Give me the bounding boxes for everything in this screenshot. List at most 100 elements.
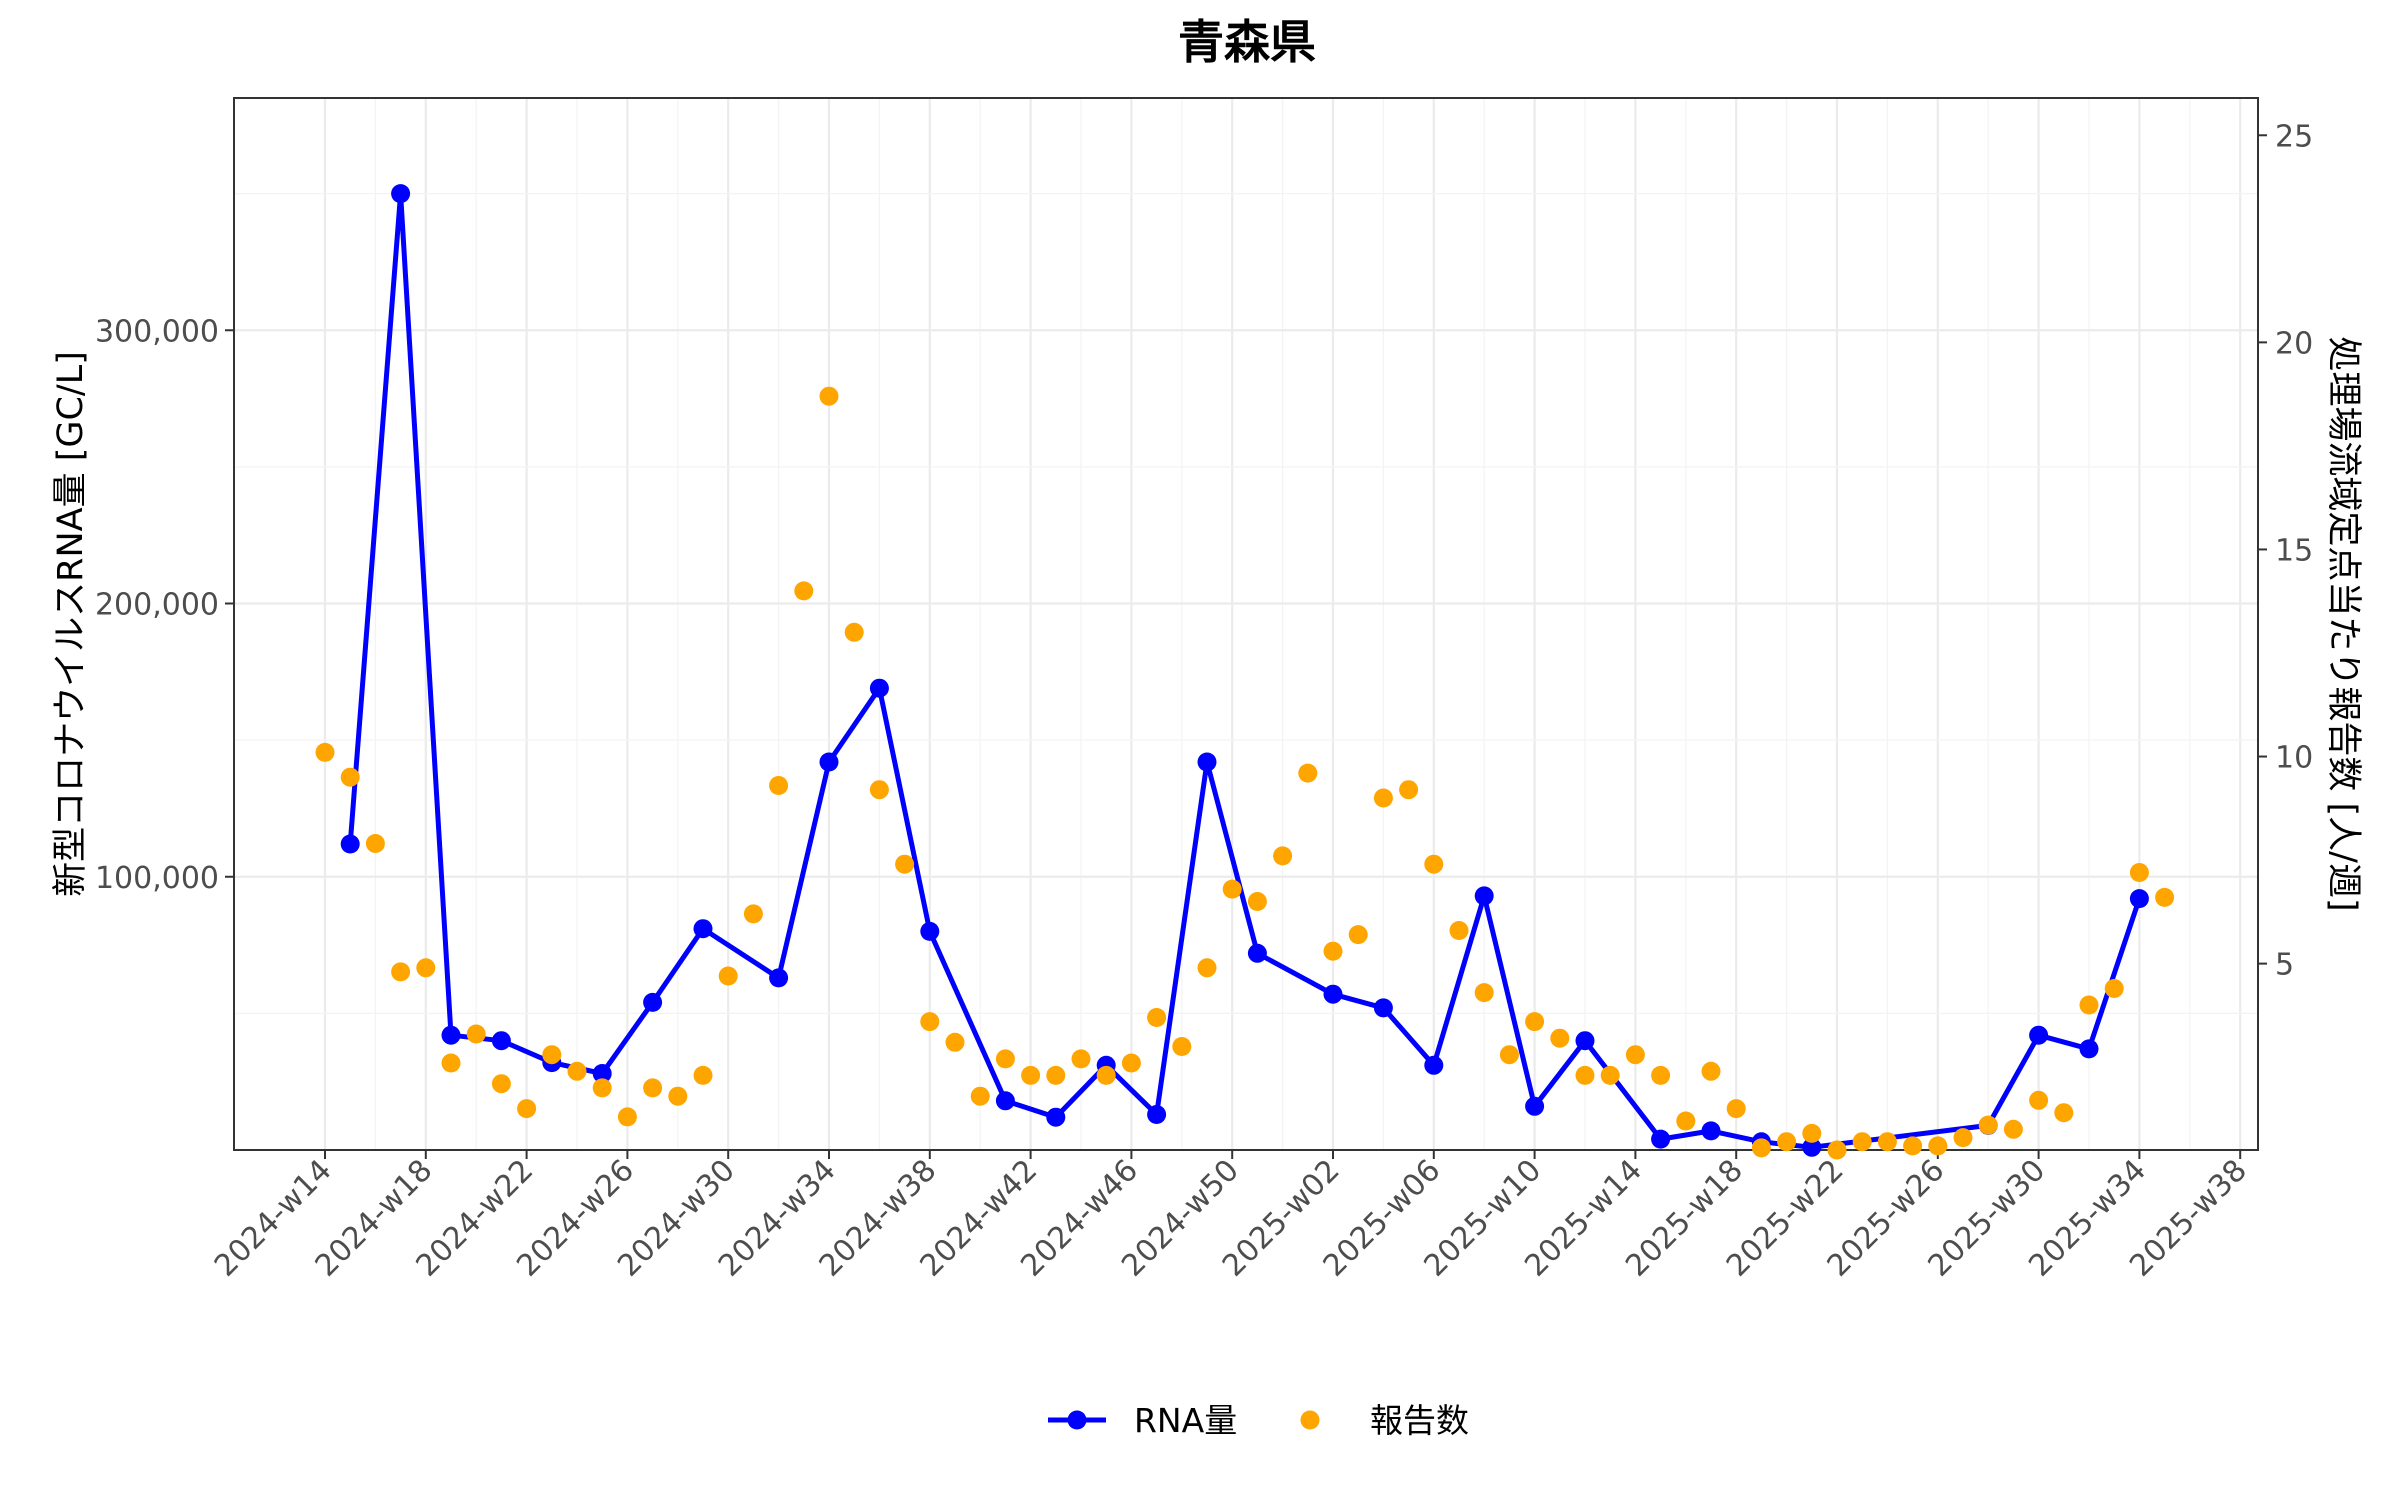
data-point [1575, 1031, 1595, 1051]
series [315, 184, 2175, 1160]
data-point [1449, 921, 1469, 940]
data-point [1751, 1138, 1771, 1158]
data-point [1021, 1065, 1041, 1085]
data-point [1802, 1137, 1822, 1157]
data-point [340, 834, 360, 854]
data-point [1071, 1049, 1091, 1069]
y-tick-label: 200,000 [95, 588, 219, 623]
data-point [693, 1065, 713, 1085]
data-point [517, 1099, 537, 1119]
data-point [1877, 1132, 1897, 1152]
data-point [2079, 1039, 2099, 1059]
legend-label: 報告数 [1370, 1401, 1469, 1440]
data-point [1096, 1065, 1116, 1085]
data-point [1701, 1061, 1721, 1081]
axes: 100,000200,000300,0005101520252024-w1420… [95, 119, 2313, 1283]
data-point [769, 776, 789, 795]
legend-label: RNA量 [1134, 1401, 1237, 1440]
data-point [743, 904, 763, 924]
data-point [895, 854, 915, 874]
data-point [2003, 1119, 2023, 1139]
data-point [1651, 1129, 1671, 1149]
data-point [441, 1053, 461, 1073]
data-point [391, 962, 411, 982]
data-point [1525, 1096, 1545, 1116]
data-point [441, 1025, 461, 1045]
data-point [819, 386, 839, 406]
data-point [718, 966, 738, 986]
data-point [869, 780, 889, 800]
data-point [1550, 1028, 1570, 1048]
data-point [1197, 958, 1217, 978]
y2-tick-label: 15 [2275, 533, 2313, 568]
data-point [1575, 1065, 1595, 1085]
data-point [1928, 1136, 1948, 1156]
data-point [365, 834, 385, 853]
data-point [1953, 1128, 1973, 1148]
data-point [416, 958, 436, 978]
data-point [2029, 1025, 2049, 1045]
data-point [466, 1024, 486, 1044]
data-point [2155, 887, 2175, 907]
data-point [995, 1049, 1015, 1069]
data-point [491, 1074, 511, 1094]
data-point [1827, 1140, 1847, 1160]
data-point [2129, 889, 2149, 909]
data-point [2104, 979, 2124, 998]
y-tick-label: 300,000 [95, 314, 219, 349]
data-point [1348, 925, 1368, 945]
data-point [315, 742, 335, 762]
data-point [1046, 1107, 1066, 1127]
data-point [1373, 788, 1393, 808]
legend-point-swatch [1067, 1410, 1087, 1430]
data-point [1499, 1045, 1519, 1065]
data-point [1802, 1123, 1822, 1143]
data-point [567, 1061, 587, 1081]
data-point [340, 767, 360, 787]
data-point [592, 1078, 612, 1098]
data-point [1600, 1065, 1620, 1085]
data-point [1424, 854, 1444, 874]
y2-tick-label: 10 [2275, 741, 2313, 776]
data-point [2029, 1090, 2049, 1110]
data-point [1222, 879, 1242, 899]
data-point [693, 919, 713, 939]
data-point [2129, 863, 2149, 882]
data-point [1247, 943, 1267, 963]
series-reports [315, 386, 2175, 1160]
series-line [347, 191, 2142, 1150]
data-point [1147, 1008, 1167, 1027]
data-point [1625, 1045, 1645, 1065]
y-axis-title: 新型コロナウイルスRNA量 [GC/L] [51, 351, 91, 897]
y-tick-label: 100,000 [95, 861, 219, 896]
data-point [1701, 1121, 1721, 1141]
data-point [391, 184, 411, 204]
data-point [643, 992, 663, 1012]
grid [234, 98, 2258, 1150]
y2-tick-label: 25 [2275, 119, 2313, 154]
data-point [1852, 1132, 1872, 1152]
data-point [542, 1045, 562, 1065]
y2-tick-label: 5 [2275, 948, 2294, 983]
data-point [1525, 1012, 1545, 1032]
data-point [1978, 1115, 1998, 1135]
data-point [844, 622, 864, 642]
y2-axis-title: 処理場流域定点当たり報告数 [人/週] [2323, 336, 2363, 911]
data-point [1147, 1105, 1167, 1124]
data-point [1172, 1037, 1192, 1056]
data-point [1399, 780, 1419, 800]
data-point [1651, 1065, 1671, 1085]
data-point [1121, 1053, 1141, 1073]
data-point [1273, 846, 1293, 866]
data-point [1046, 1065, 1066, 1085]
y2-tick-label: 20 [2275, 326, 2313, 361]
data-point [2054, 1103, 2074, 1123]
data-point [920, 1012, 940, 1032]
data-point [1323, 941, 1343, 961]
chart-title: 青森県 [1178, 15, 1316, 69]
data-point [668, 1086, 688, 1106]
data-point [945, 1032, 965, 1052]
data-point [643, 1078, 663, 1098]
data-point [869, 678, 889, 698]
